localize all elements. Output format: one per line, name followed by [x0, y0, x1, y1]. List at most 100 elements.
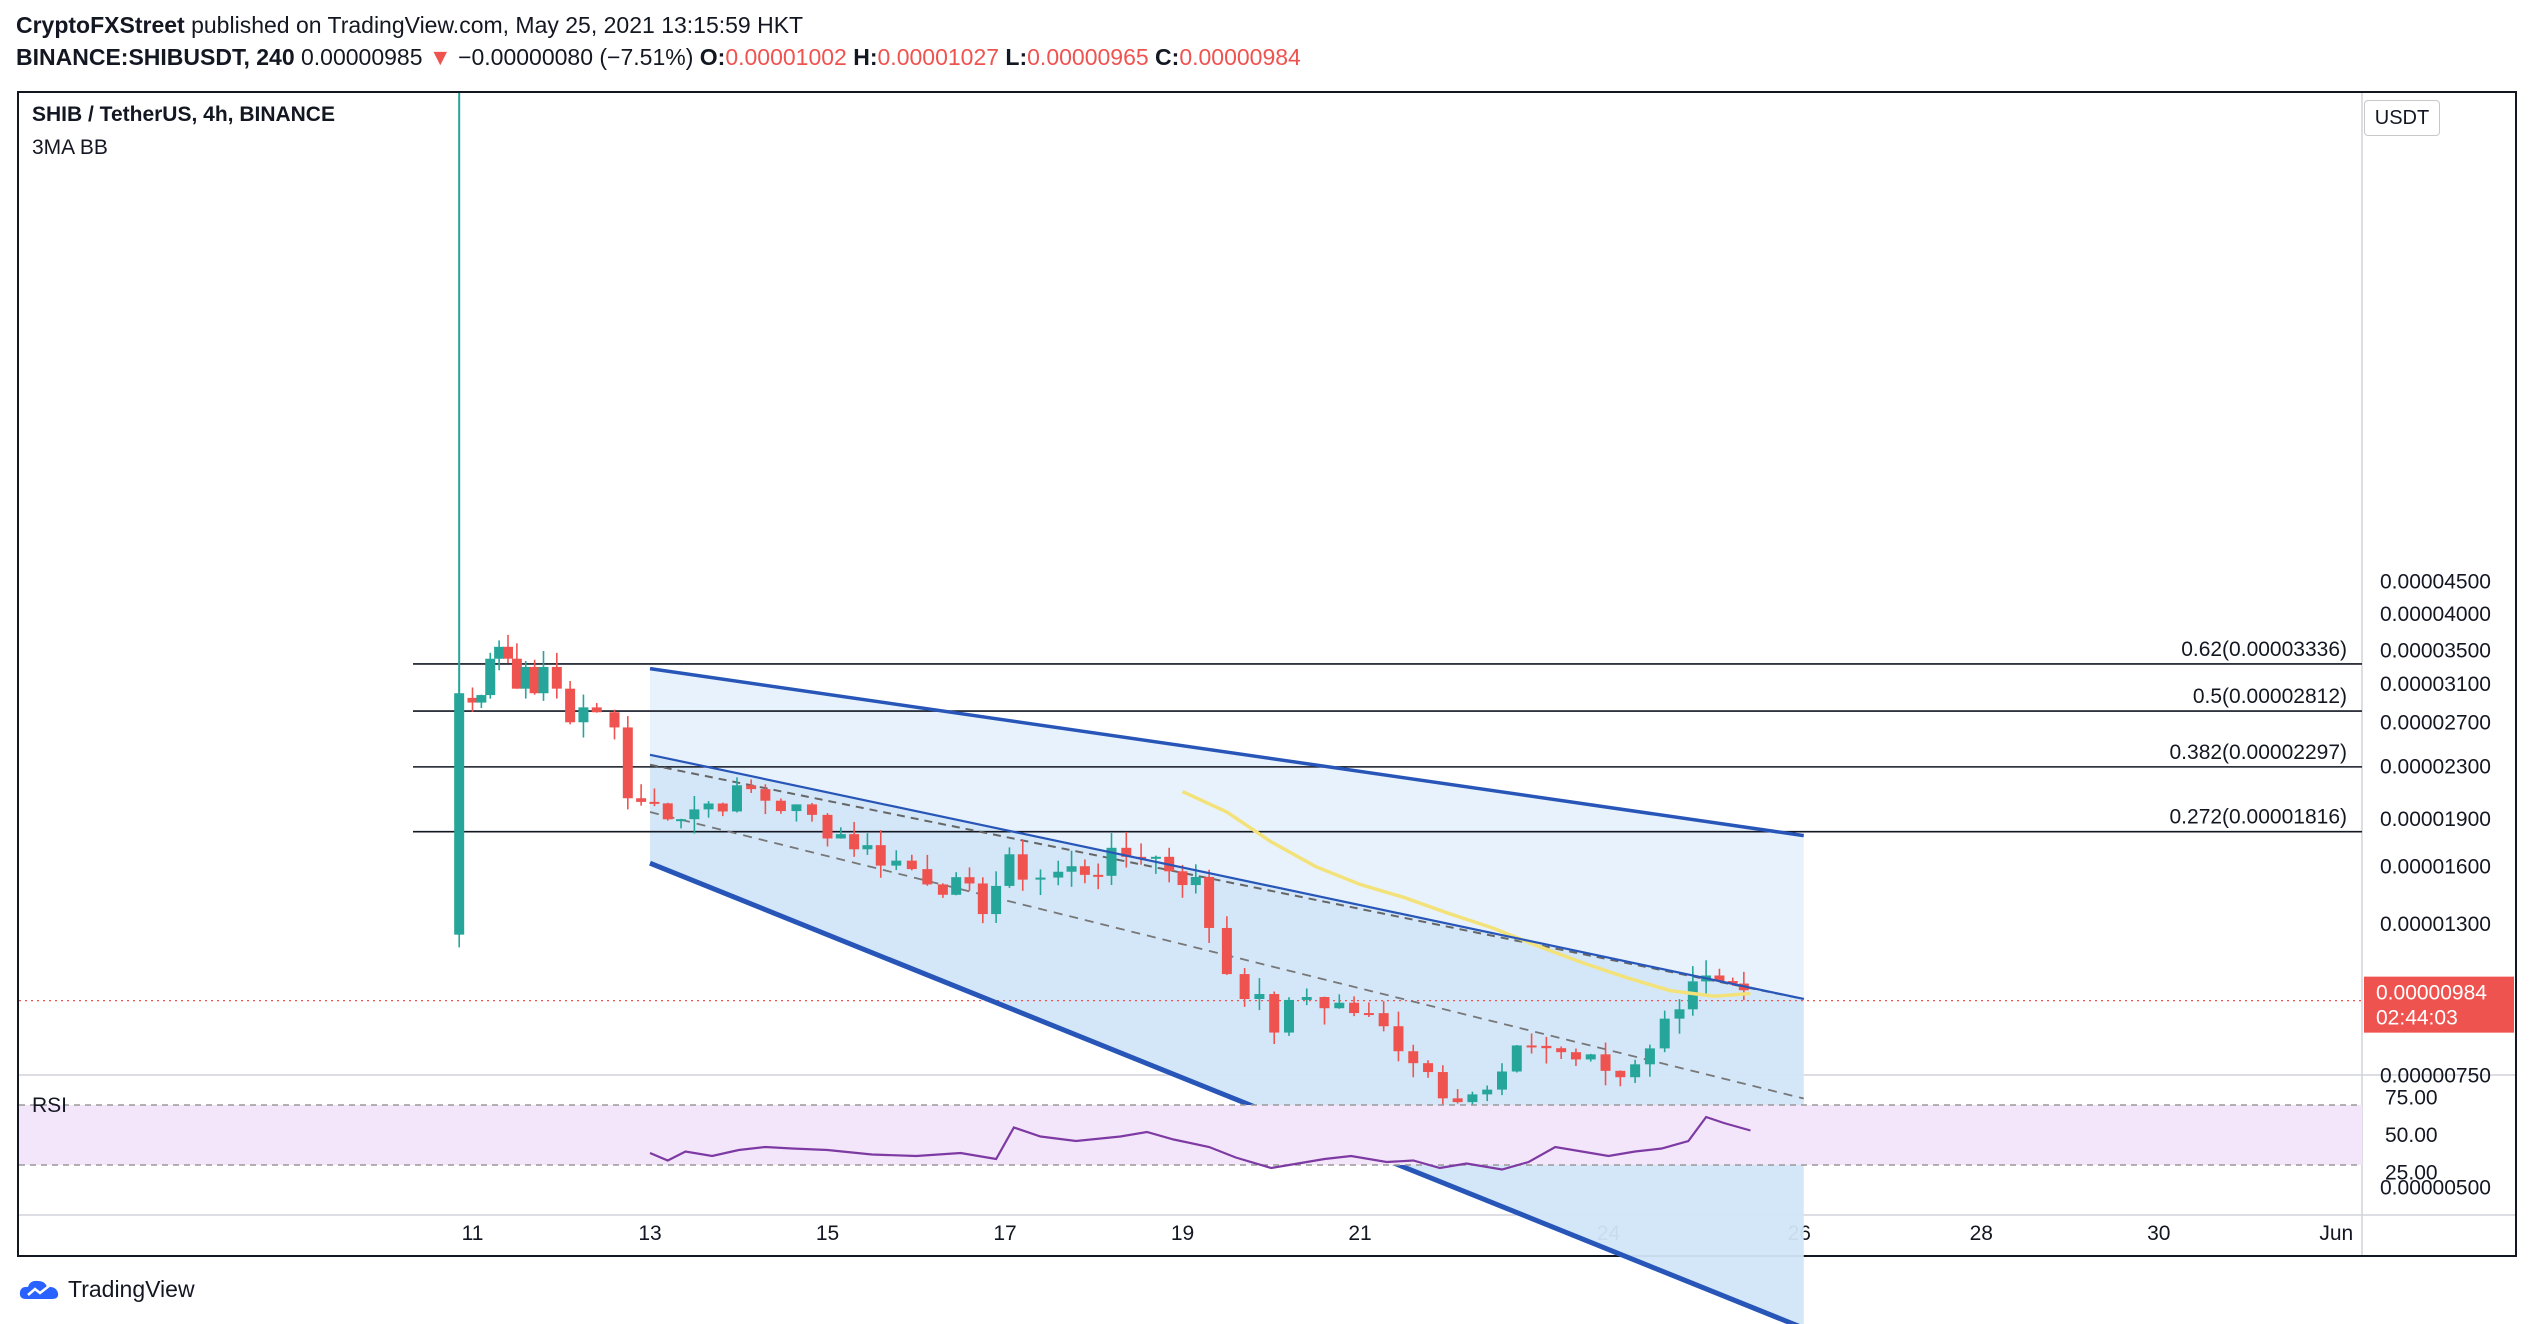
candle-body-58: [1239, 974, 1250, 1000]
candle-body-56: [1204, 876, 1215, 928]
candle-body-17: [649, 801, 660, 804]
candle-body-47: [1079, 866, 1090, 875]
candle-body-68: [1393, 1026, 1404, 1052]
candle-body-12: [578, 707, 589, 723]
candle-body-90: [1714, 975, 1725, 982]
currency-button[interactable]: USDT: [2364, 100, 2440, 136]
candle-body-72: [1452, 1098, 1463, 1103]
candle-body-8: [529, 666, 540, 694]
fib-label-2: 0.382(0.00002297): [2170, 741, 2348, 764]
rsi-tick-label-1: 50.00: [2385, 1124, 2438, 1147]
x-tick-label-2: 15: [816, 1222, 839, 1245]
ma-line: [1181, 790, 1751, 998]
candle-body-45: [1053, 871, 1064, 878]
countdown-text: 02:44:03: [2376, 1007, 2458, 1030]
x-tick-label-3: 17: [993, 1222, 1016, 1245]
candle-body-63: [1319, 997, 1330, 1009]
candle-body-36: [922, 869, 933, 885]
candle-body-7: [520, 666, 531, 689]
y-tick-label-6: 0.00001900: [2380, 808, 2491, 831]
rsi-label[interactable]: RSI: [32, 1094, 68, 1117]
candle-body-66: [1363, 1013, 1374, 1016]
candle-body-32: [862, 845, 873, 850]
candle-body-18: [662, 803, 673, 820]
x-tick-label-8: 28: [1970, 1222, 1993, 1245]
tradingview-branding[interactable]: TradingView: [18, 1276, 195, 1303]
candle-body-25: [760, 789, 771, 801]
candle-body-44: [1035, 877, 1046, 880]
y-tick-label-4: 0.00002700: [2380, 711, 2491, 734]
channel-lower-fill: [650, 754, 1804, 1324]
candle-body-79: [1556, 1048, 1567, 1053]
candle-body-13: [591, 707, 602, 713]
candle-body-82: [1600, 1054, 1611, 1071]
symbol-label: BINANCE:SHIBUSDT, 240: [16, 44, 295, 70]
close-value: 0.00000984: [1179, 44, 1301, 70]
candle-body-83: [1615, 1070, 1626, 1078]
candle-body-19: [676, 819, 687, 822]
candle-body-20: [689, 809, 700, 820]
candle-body-21: [703, 803, 714, 810]
candle-body-22: [717, 803, 728, 812]
x-tick-label-5: 21: [1348, 1222, 1371, 1245]
candle-body-75: [1497, 1071, 1507, 1090]
channel-mid-dashed: [649, 763, 1804, 1000]
candle-body-42: [1004, 854, 1015, 886]
candle-body-57: [1221, 927, 1232, 975]
candle-body-40: [977, 883, 988, 915]
candle-body-6: [511, 658, 522, 689]
rsi-band-fill: [19, 1105, 2362, 1165]
symbol-ohlc-line: BINANCE:SHIBUSDT, 240 0.00000985 ▼ −0.00…: [16, 44, 1301, 71]
candle-body-11: [565, 688, 576, 723]
candle-body-88: [1687, 981, 1698, 1010]
candle-body-59: [1254, 994, 1265, 1000]
y-tick-label-10: 0.00000750: [2380, 1065, 2491, 1088]
x-tick-label-0: 11: [462, 1222, 484, 1245]
open-value: 0.00001002: [725, 44, 847, 70]
candle-body-76: [1511, 1045, 1522, 1072]
y-tick-label-0: 0.00004500: [2380, 570, 2491, 593]
chart-frame: [17, 91, 2517, 1257]
candle-body-85: [1644, 1048, 1655, 1065]
fib-label-3: 0.272(0.00001816): [2170, 806, 2348, 829]
candle-body-80: [1570, 1052, 1581, 1060]
candle-body-16: [636, 798, 647, 802]
candle-body-67: [1378, 1013, 1389, 1027]
open-label: O:: [699, 44, 726, 70]
candle-body-50: [1121, 847, 1132, 857]
candle-body-43: [1017, 854, 1028, 880]
candle-body-2: [476, 695, 487, 703]
channel-upper-line: [649, 666, 1805, 838]
candle-body-41: [991, 885, 1002, 915]
y-tick-label-8: 0.00001300: [2380, 913, 2491, 936]
candle-body-28: [806, 804, 817, 815]
candle-body-9: [538, 666, 549, 694]
branding-text: TradingView: [68, 1276, 195, 1302]
rsi-tick-label-0: 75.00: [2385, 1087, 2438, 1110]
candle-body-35: [906, 860, 917, 870]
channel-middle-line: [649, 753, 1804, 1001]
high-label: H:: [853, 44, 878, 70]
chart-title: SHIB / TetherUS, 4h, BINANCE: [32, 103, 335, 126]
publisher-name[interactable]: CryptoFXStreet: [16, 12, 185, 38]
candle-body-60: [1269, 994, 1280, 1033]
candle-body-14: [609, 712, 620, 728]
candle-body-61: [1284, 999, 1294, 1033]
candle-body-24: [746, 785, 757, 790]
candle-body-52: [1150, 856, 1161, 859]
candle-body-38: [951, 877, 962, 895]
indicator-label[interactable]: 3MA BB: [32, 136, 108, 159]
y-tick-label-3: 0.00003100: [2380, 673, 2491, 696]
candle-body-69: [1408, 1051, 1419, 1064]
candle-body-81: [1585, 1054, 1596, 1060]
candle-body-64: [1334, 1002, 1345, 1009]
candle-body-77: [1526, 1045, 1537, 1048]
candle-body-29: [822, 814, 833, 839]
candle-body-27: [791, 804, 802, 812]
low-label: L:: [1005, 44, 1028, 70]
candle-body-1: [467, 697, 478, 703]
close-label: C:: [1155, 44, 1180, 70]
candle-body-34: [891, 860, 902, 866]
tradingview-cloud-icon: [19, 1280, 59, 1299]
